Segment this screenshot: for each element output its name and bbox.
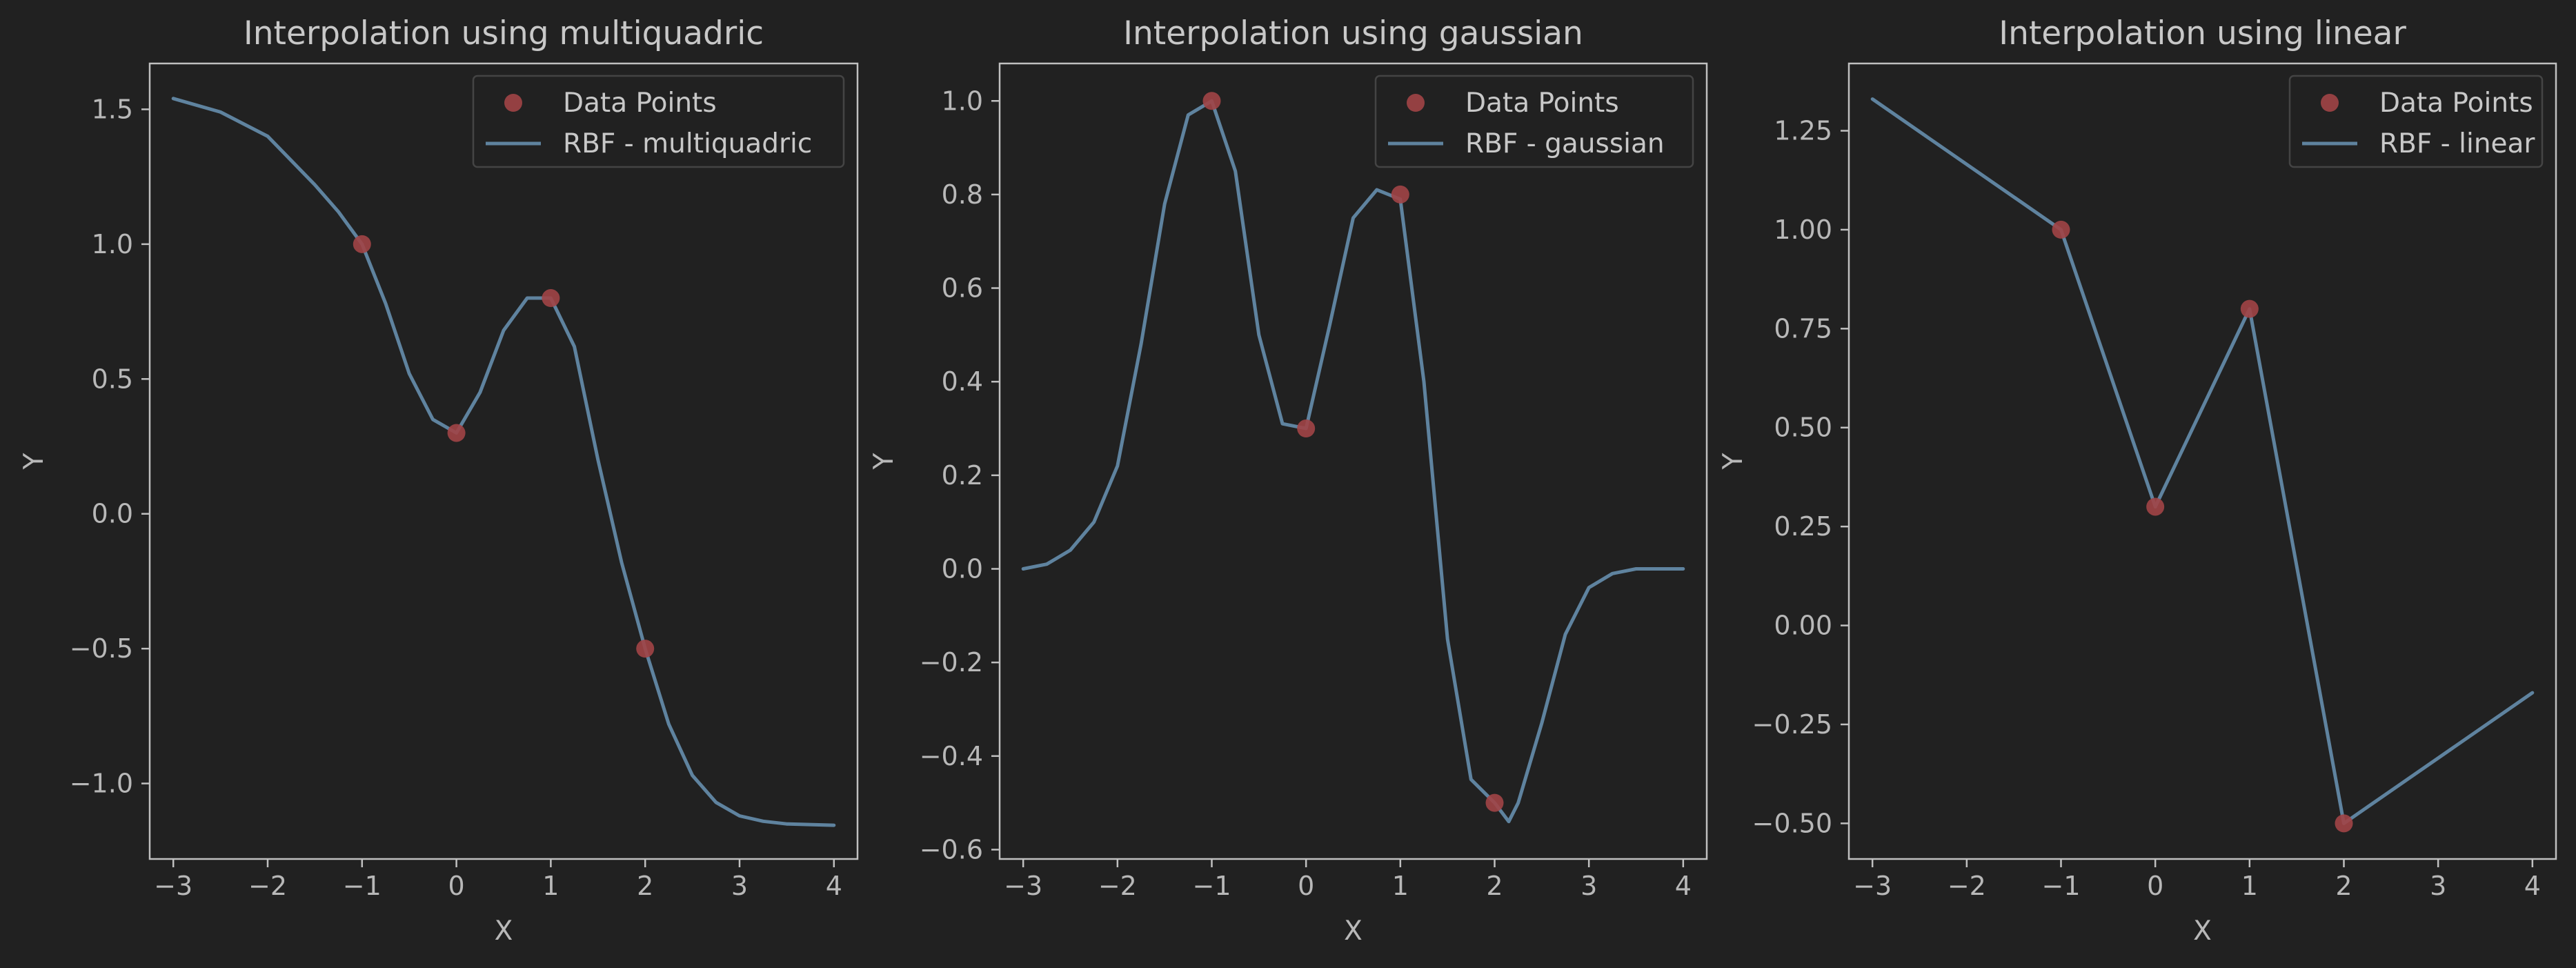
data-point bbox=[542, 289, 560, 308]
x-tick-label: 0 bbox=[448, 871, 465, 901]
data-point bbox=[2146, 497, 2165, 516]
x-tick-label: 0 bbox=[1298, 871, 1314, 901]
y-tick-label: −0.4 bbox=[920, 741, 983, 771]
x-axis-label: X bbox=[495, 916, 513, 947]
legend-label-points: Data Points bbox=[563, 88, 717, 119]
y-tick-label: 1.0 bbox=[92, 229, 133, 259]
x-tick-label: −3 bbox=[1853, 871, 1892, 901]
y-tick-label: −1.0 bbox=[70, 769, 133, 799]
y-axis-label: Y bbox=[869, 453, 900, 470]
legend-label-points: Data Points bbox=[1465, 88, 1619, 119]
y-tick-label: 0.4 bbox=[942, 366, 983, 397]
x-tick-label: 2 bbox=[637, 871, 653, 901]
x-tick-label: 1 bbox=[2241, 871, 2258, 901]
x-tick-label: 4 bbox=[2524, 871, 2541, 901]
x-tick-label: 3 bbox=[1581, 871, 1597, 901]
legend-frame bbox=[472, 75, 845, 168]
x-tick-label: 4 bbox=[1675, 871, 1692, 901]
data-point bbox=[1202, 92, 1221, 110]
x-tick-label: 3 bbox=[2430, 871, 2446, 901]
data-point bbox=[447, 424, 466, 442]
y-tick-label: 1.0 bbox=[942, 86, 983, 116]
data-point bbox=[2335, 814, 2353, 833]
subplot-3: Interpolation using linear −3 −2 −1 0 1 2 3 4 −0.… bbox=[1718, 14, 2557, 947]
x-tick-label: 1 bbox=[1392, 871, 1409, 901]
data-point bbox=[1297, 419, 1316, 438]
y-tick-label: 1.5 bbox=[92, 94, 133, 124]
x-axis-label: X bbox=[1344, 916, 1363, 947]
rbf-curve bbox=[171, 97, 836, 827]
x-tick-label: 3 bbox=[731, 871, 748, 901]
y-tick-label: 0.8 bbox=[942, 179, 983, 210]
y-tick-label: −0.25 bbox=[1752, 709, 1832, 740]
y-axis-label: Y bbox=[1718, 453, 1749, 470]
x-tick-label: −2 bbox=[1098, 871, 1137, 901]
x-tick-label: −3 bbox=[1004, 871, 1042, 901]
axes-frame bbox=[148, 62, 859, 860]
legend-frame bbox=[1374, 75, 1694, 168]
y-tick-label: 0.75 bbox=[1774, 313, 1832, 344]
x-tick-label: −2 bbox=[1948, 871, 1986, 901]
chart-title: Interpolation using gaussian bbox=[1123, 14, 1583, 52]
x-tick-label: −1 bbox=[1192, 871, 1231, 901]
legend-label-points: Data Points bbox=[2379, 88, 2533, 119]
y-tick-label: −0.5 bbox=[70, 633, 133, 664]
x-axis-label: X bbox=[2193, 916, 2212, 947]
legend-label-curve: RBF - gaussian bbox=[1465, 128, 1665, 159]
x-tick-label: 4 bbox=[826, 871, 842, 901]
x-tick-label: 0 bbox=[2147, 871, 2163, 901]
x-tick-label: 2 bbox=[2335, 871, 2352, 901]
y-tick-label: 0.0 bbox=[92, 499, 133, 529]
axes-frame bbox=[1847, 62, 2557, 860]
legend-marker-points bbox=[2321, 94, 2339, 112]
legend: Data Points RBF - linear bbox=[2288, 75, 2544, 168]
legend-label-curve: RBF - multiquadric bbox=[563, 128, 812, 159]
y-tick-label: −0.50 bbox=[1752, 808, 1832, 838]
y-tick-label: 1.00 bbox=[1774, 215, 1832, 245]
y-tick-label: 0.6 bbox=[942, 273, 983, 304]
y-tick-label: 0.00 bbox=[1774, 611, 1832, 641]
data-point bbox=[1391, 185, 1409, 204]
y-tick-label: 0.25 bbox=[1774, 511, 1832, 542]
y-tick-label: 0.0 bbox=[942, 553, 983, 584]
axes-frame bbox=[998, 62, 1708, 860]
x-tick-label: −3 bbox=[154, 871, 192, 901]
data-point bbox=[353, 235, 371, 253]
subplot-2: Interpolation using gaussian −3 −2 −1 0 1 2 3 4 −… bbox=[869, 14, 1708, 947]
rbf-curve bbox=[1870, 97, 2535, 825]
subplot-1: Interpolation using multiquadric −3 −2 −1 0 1… bbox=[19, 14, 859, 947]
legend-label-curve: RBF - linear bbox=[2379, 128, 2535, 159]
y-tick-label: 0.50 bbox=[1774, 413, 1832, 443]
x-tick-label: −2 bbox=[248, 871, 287, 901]
data-point bbox=[2052, 220, 2070, 239]
legend-marker-points bbox=[504, 94, 522, 112]
legend-marker-points bbox=[1407, 94, 1425, 112]
y-axis-label: Y bbox=[19, 453, 50, 470]
legend: Data Points RBF - multiquadric bbox=[472, 75, 845, 168]
y-tick-label: 0.2 bbox=[942, 460, 983, 491]
x-tick-label: −1 bbox=[343, 871, 382, 901]
y-tick-label: 0.5 bbox=[92, 364, 133, 394]
x-tick-label: −1 bbox=[2041, 871, 2080, 901]
chart-title: Interpolation using multiquadric bbox=[244, 14, 764, 52]
y-tick-label: −0.6 bbox=[920, 834, 983, 865]
data-point bbox=[636, 640, 655, 658]
y-tick-label: −0.2 bbox=[920, 647, 983, 678]
y-tick-label: 1.25 bbox=[1774, 116, 1832, 146]
legend: Data Points RBF - gaussian bbox=[1374, 75, 1694, 168]
data-point bbox=[1485, 793, 1504, 812]
x-tick-label: 1 bbox=[542, 871, 559, 901]
chart-title: Interpolation using linear bbox=[1999, 14, 2406, 52]
data-point bbox=[2240, 299, 2259, 318]
rbf-curve bbox=[1021, 99, 1685, 824]
x-tick-label: 2 bbox=[1486, 871, 1503, 901]
